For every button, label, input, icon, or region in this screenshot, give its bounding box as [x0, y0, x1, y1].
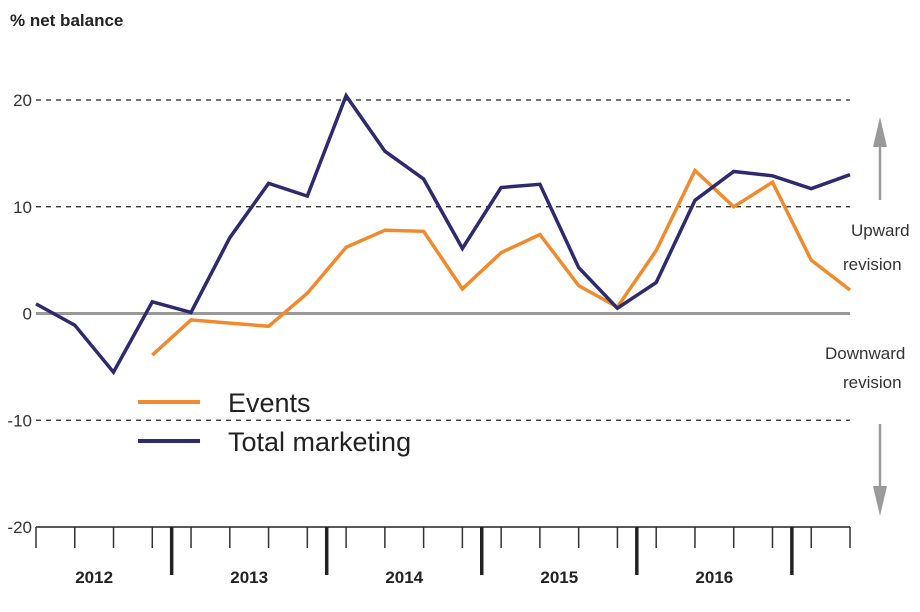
- downward-label-line1: Downward: [825, 344, 905, 363]
- series-line-events: [151, 167, 852, 357]
- x-year-label: 2016: [695, 568, 733, 587]
- series-line-total-marketing: [35, 92, 851, 376]
- y-axis-title: % net balance: [10, 11, 123, 30]
- x-year-label: 2013: [230, 568, 268, 587]
- y-tick-label: 0: [23, 305, 32, 324]
- upward-label-line1: Upward: [851, 221, 910, 240]
- legend-label-total-marketing: Total marketing: [228, 427, 411, 457]
- upward-label-line2: revision: [843, 255, 902, 274]
- upward-arrow-icon: [873, 117, 887, 200]
- x-year-label: 2012: [75, 568, 113, 587]
- downward-label-line2: revision: [843, 373, 902, 392]
- legend-label-events: Events: [228, 388, 311, 418]
- y-tick-label: 10: [13, 198, 32, 217]
- downward-arrow-icon: [873, 424, 887, 516]
- x-year-label: 2014: [385, 568, 423, 587]
- y-tick-label: -20: [7, 518, 32, 537]
- x-year-label: 2015: [540, 568, 578, 587]
- y-tick-label: 20: [13, 91, 32, 110]
- y-tick-label: -10: [7, 411, 32, 430]
